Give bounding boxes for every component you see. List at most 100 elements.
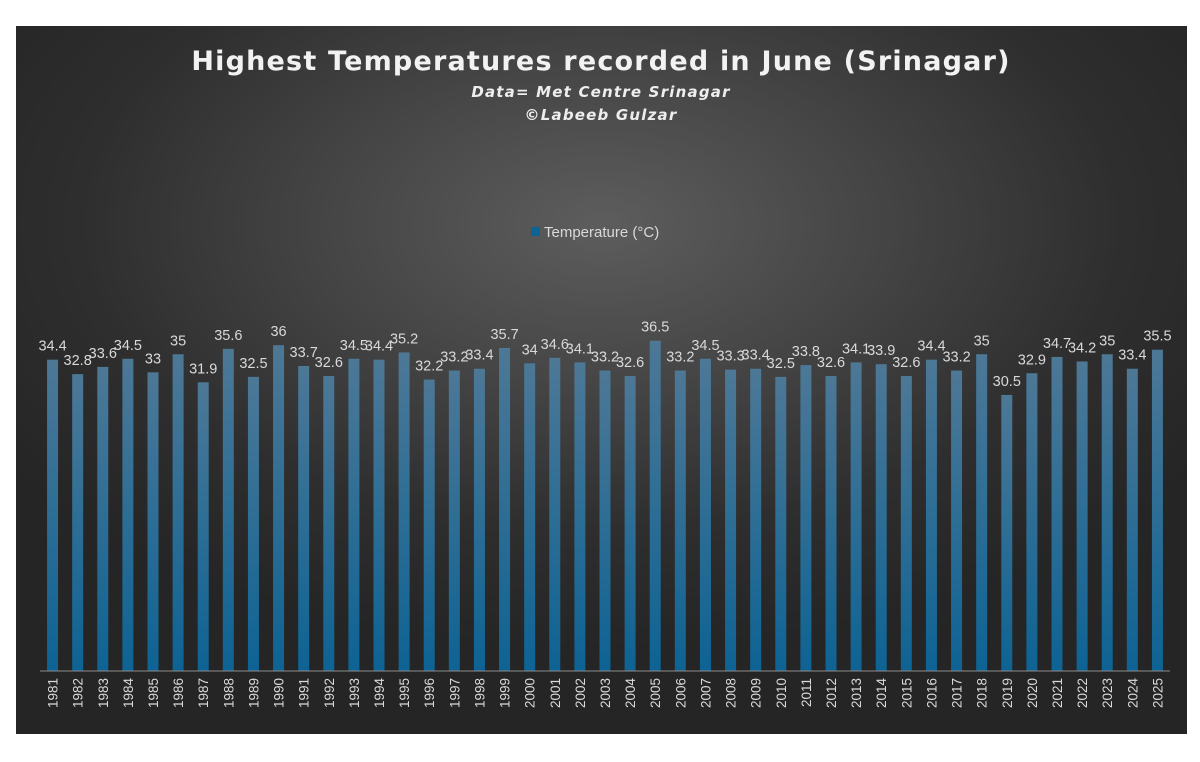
bar-2002 bbox=[574, 362, 586, 671]
bar-2019 bbox=[1001, 394, 1013, 671]
data-label-1988: 35.6 bbox=[214, 328, 242, 344]
x-tick-label-2018: 2018 bbox=[975, 678, 990, 708]
data-label-1984: 34.5 bbox=[114, 338, 142, 354]
x-tick-label-1984: 1984 bbox=[121, 678, 136, 709]
x-tick-label-1986: 1986 bbox=[171, 678, 186, 708]
data-label-2002: 34.1 bbox=[566, 341, 594, 357]
bar-1990 bbox=[273, 345, 285, 671]
x-tick-label-1993: 1993 bbox=[347, 678, 362, 708]
bar-2000 bbox=[524, 363, 536, 671]
x-tick-label-2007: 2007 bbox=[698, 678, 713, 708]
x-tick-label-2020: 2020 bbox=[1025, 678, 1040, 708]
bar-2017 bbox=[951, 370, 963, 671]
x-tick-label-2016: 2016 bbox=[924, 678, 939, 708]
chart-subtitle-credit: ©Labeeb Gulzar bbox=[525, 106, 678, 124]
x-tick-label-2019: 2019 bbox=[1000, 678, 1015, 708]
bar-2015 bbox=[900, 375, 912, 671]
x-tick-label-1996: 1996 bbox=[422, 678, 437, 708]
x-tick-label-1995: 1995 bbox=[397, 678, 412, 708]
x-tick-label-1988: 1988 bbox=[221, 678, 236, 708]
bar-2004 bbox=[624, 375, 636, 671]
x-tick-label-2015: 2015 bbox=[899, 678, 914, 708]
data-label-1994: 34.4 bbox=[365, 339, 393, 355]
bar-2003 bbox=[599, 370, 611, 671]
bar-2022 bbox=[1076, 361, 1088, 671]
x-tick-label-1994: 1994 bbox=[372, 678, 387, 709]
data-label-1987: 31.9 bbox=[189, 361, 217, 377]
x-tick-label-2011: 2011 bbox=[799, 678, 814, 707]
bar-1995 bbox=[398, 352, 410, 671]
bar-1989 bbox=[247, 376, 259, 672]
data-labels-layer: 34.432.833.634.5333531.935.632.53633.732… bbox=[38, 320, 1171, 390]
bars-layer bbox=[47, 340, 1163, 672]
x-tick-label-2006: 2006 bbox=[673, 678, 688, 708]
x-tick-label-2010: 2010 bbox=[774, 678, 789, 708]
x-tick-label-1982: 1982 bbox=[71, 678, 86, 708]
data-label-2018: 35 bbox=[974, 333, 990, 349]
data-label-2008: 33.3 bbox=[716, 349, 744, 365]
data-label-2004: 32.6 bbox=[616, 355, 644, 371]
x-tick-label-1991: 1991 bbox=[297, 678, 312, 708]
data-label-1990: 36 bbox=[270, 324, 286, 340]
data-label-2024: 33.4 bbox=[1118, 348, 1146, 364]
data-label-2025: 35.5 bbox=[1143, 329, 1171, 345]
chart-panel: Highest Temperatures recorded in June (S… bbox=[16, 26, 1187, 734]
x-tick-label-2002: 2002 bbox=[573, 678, 588, 708]
data-label-2000: 34 bbox=[522, 342, 538, 358]
bar-2023 bbox=[1101, 354, 1113, 671]
data-label-2009: 33.4 bbox=[742, 348, 770, 364]
legend: Temperature (°C) bbox=[531, 224, 659, 241]
bar-1996 bbox=[423, 379, 435, 671]
bar-2011 bbox=[800, 365, 812, 671]
x-tick-label-2001: 2001 bbox=[548, 678, 563, 708]
bar-1988 bbox=[222, 348, 234, 671]
data-label-2020: 32.9 bbox=[1018, 352, 1046, 368]
bar-2021 bbox=[1051, 356, 1063, 671]
x-tick-label-1999: 1999 bbox=[498, 678, 513, 708]
data-label-2005: 36.5 bbox=[641, 320, 669, 336]
bar-2016 bbox=[925, 359, 937, 671]
x-tick-label-2024: 2024 bbox=[1125, 678, 1140, 709]
legend-label: Temperature (°C) bbox=[544, 224, 659, 241]
data-label-1997: 33.2 bbox=[440, 350, 468, 366]
data-label-2003: 33.2 bbox=[591, 350, 619, 366]
data-label-1985: 33 bbox=[145, 351, 161, 367]
x-tick-label-2005: 2005 bbox=[648, 678, 663, 708]
bar-2014 bbox=[875, 364, 887, 671]
x-tick-label-2003: 2003 bbox=[598, 678, 613, 708]
bar-1986 bbox=[172, 354, 184, 671]
data-label-2023: 35 bbox=[1099, 333, 1115, 349]
bar-2013 bbox=[850, 362, 862, 671]
data-label-2022: 34.2 bbox=[1068, 340, 1096, 356]
data-label-1981: 34.4 bbox=[38, 339, 66, 355]
bar-1987 bbox=[197, 382, 209, 671]
bar-2025 bbox=[1151, 349, 1163, 671]
bar-1992 bbox=[323, 375, 335, 671]
x-tick-labels-layer: 1981 1982 1983 1984 1985 1986 1987 1988 1989 1990… bbox=[46, 678, 1166, 709]
bar-2007 bbox=[699, 358, 711, 671]
x-tick-label-1987: 1987 bbox=[196, 678, 211, 708]
bar-chart: Highest Temperatures recorded in June (S… bbox=[38, 46, 1171, 709]
data-label-2015: 32.6 bbox=[892, 355, 920, 371]
bar-1993 bbox=[348, 358, 360, 671]
bar-1984 bbox=[122, 358, 134, 671]
data-label-2012: 32.6 bbox=[817, 355, 845, 371]
bar-2001 bbox=[549, 357, 561, 671]
bar-2005 bbox=[649, 340, 661, 671]
data-label-1989: 32.5 bbox=[239, 356, 267, 372]
x-tick-label-2012: 2012 bbox=[824, 678, 839, 708]
x-tick-label-1983: 1983 bbox=[96, 678, 111, 708]
x-tick-label-1990: 1990 bbox=[272, 678, 287, 708]
x-tick-label-2013: 2013 bbox=[849, 678, 864, 708]
data-label-2011: 33.8 bbox=[792, 344, 820, 360]
x-tick-label-2025: 2025 bbox=[1150, 678, 1165, 708]
bar-1983 bbox=[97, 366, 109, 671]
bar-2018 bbox=[976, 354, 988, 671]
bar-1991 bbox=[298, 366, 310, 671]
bar-2006 bbox=[674, 370, 686, 671]
bar-2009 bbox=[750, 368, 762, 671]
x-tick-label-1998: 1998 bbox=[472, 678, 487, 708]
x-tick-label-2008: 2008 bbox=[724, 678, 739, 708]
data-label-1995: 35.2 bbox=[390, 331, 418, 347]
x-tick-label-1985: 1985 bbox=[146, 678, 161, 708]
